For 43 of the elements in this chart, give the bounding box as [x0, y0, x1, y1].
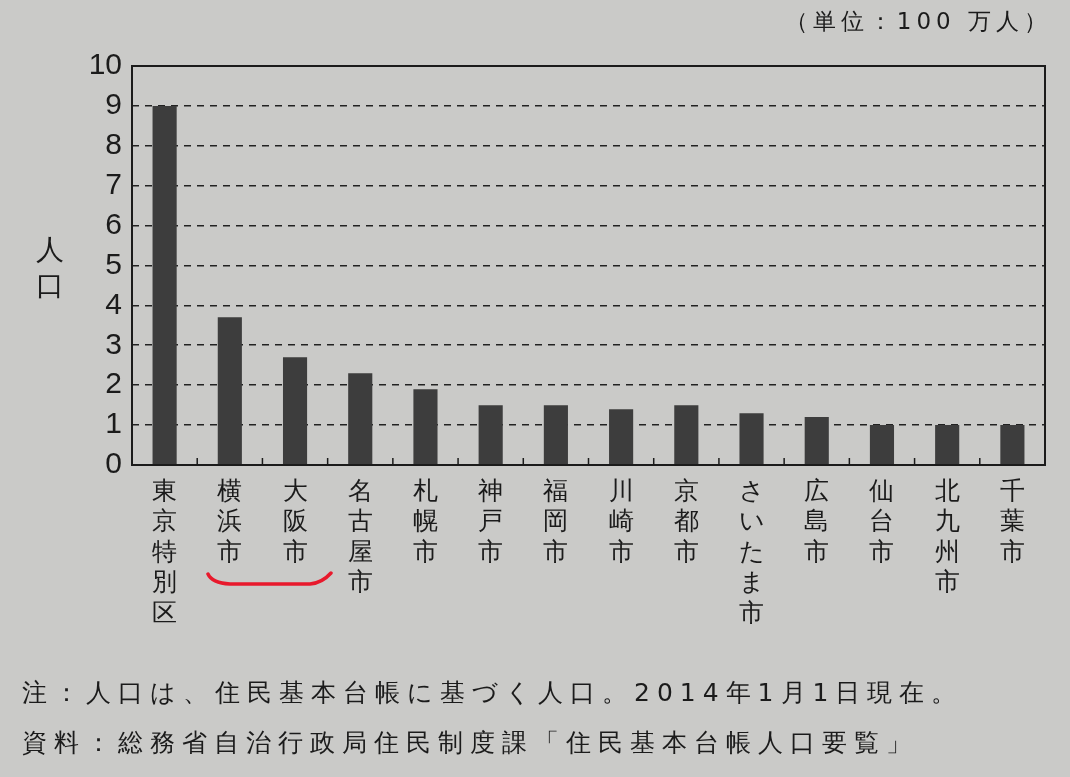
x-tick-label: 川崎市: [608, 475, 634, 566]
bar: [1000, 425, 1025, 465]
bar: [217, 317, 242, 465]
bar: [674, 405, 699, 465]
x-tick-label: さいたま市: [738, 475, 765, 627]
y-tick-label: 4: [105, 286, 122, 320]
y-tick-label: 6: [105, 206, 122, 240]
y-tick-label: 0: [105, 446, 122, 480]
x-tick-label: 仙台市: [869, 475, 895, 566]
y-axis-title: 人口: [36, 232, 64, 304]
text: 注：人口は、住民基本台帳に基づく人口。2014年1月1日現在。: [22, 677, 964, 709]
x-tick-label: 神戸市: [478, 475, 504, 566]
x-tick-label: 広島市: [804, 475, 830, 566]
bar: [609, 409, 634, 465]
bar: [282, 357, 308, 465]
x-tick-label: 東京特別区: [152, 475, 178, 627]
y-tick-label: 3: [105, 326, 122, 360]
bar: [348, 373, 373, 465]
y-tick-label: 7: [105, 166, 122, 200]
bar: [152, 105, 177, 465]
x-tick-label: 横浜市: [217, 475, 243, 566]
y-tick-label: 5: [105, 246, 122, 280]
x-tick-label: 大阪市: [282, 475, 308, 566]
text: 資料：総務省自治行政局住民制度課「住民基本台帳人口要覧」: [22, 727, 919, 759]
text: （単位：100 万人）: [784, 7, 1052, 36]
y-tick-label: 2: [105, 366, 122, 400]
bar: [869, 425, 895, 465]
bar: [413, 389, 438, 465]
y-tick-label: 8: [105, 127, 122, 161]
x-tick-label: 北九州市: [934, 475, 960, 597]
x-tick-label: 千葉市: [999, 475, 1025, 566]
bar: [543, 405, 568, 465]
y-tick-label: 9: [105, 87, 122, 121]
bar: [478, 405, 503, 465]
y-tick-label: 1: [105, 406, 122, 440]
x-tick-label: 福岡市: [543, 475, 569, 566]
bar: [804, 417, 829, 465]
y-tick-label: 10: [88, 47, 122, 81]
x-tick-label: 札幌市: [412, 475, 438, 566]
bar: [935, 425, 960, 465]
x-tick-label: 名古屋市: [347, 475, 373, 597]
bar: [739, 413, 764, 465]
x-tick-label: 京都市: [673, 475, 699, 566]
